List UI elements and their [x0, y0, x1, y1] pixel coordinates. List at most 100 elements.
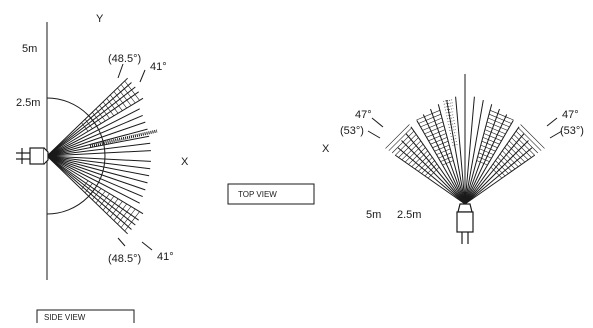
top-beam-hatch — [426, 129, 446, 138]
side-view-caption: SIDE VIEW — [44, 313, 86, 322]
side-beam-ray — [46, 155, 128, 235]
side-bottom-outer-leader — [117, 237, 126, 247]
side-beam-hatch — [95, 108, 106, 122]
top-beam-hatch — [414, 153, 431, 170]
top-beam-hatch — [495, 160, 509, 174]
top-beam-ray — [464, 104, 493, 205]
top-beam-ray — [464, 120, 514, 205]
top-range-far-label: 5m — [366, 209, 381, 221]
top-beam-hatch — [385, 124, 410, 149]
top-beam-hatch — [430, 137, 448, 145]
side-y-axis-label: Y — [96, 13, 104, 25]
side-beam-ray — [46, 155, 143, 198]
side-beam-ray — [46, 77, 128, 157]
top-beam-hatch — [487, 117, 510, 128]
top-angle-right-inner: 47° — [562, 109, 579, 121]
top-beam-ray — [464, 114, 508, 205]
top-beam-hatch — [485, 125, 506, 135]
side-beam-hatch — [110, 94, 123, 111]
side-beam-ray — [46, 155, 151, 162]
side-beam-hatch — [95, 190, 106, 204]
top-beam-hatch — [428, 133, 447, 142]
side-beam-hatch — [120, 84, 136, 104]
top-beam-dotted — [444, 108, 454, 111]
side-angle-bottom-inner: 41° — [157, 251, 174, 263]
top-beam-hatch — [424, 125, 445, 135]
side-beam-ray — [46, 155, 132, 230]
side-beam-hatch — [88, 115, 97, 127]
side-beam-ray — [46, 108, 140, 157]
top-beam-hatch — [508, 140, 529, 161]
top-beam-ray — [422, 114, 466, 205]
top-beam-hatch — [427, 166, 440, 179]
side-beam-hatch — [88, 185, 97, 197]
top-beam-ray — [446, 100, 466, 205]
top-beam-hatch — [497, 157, 512, 172]
top-angle-left-inner: 47° — [355, 109, 372, 121]
top-range-mid-label: 2.5m — [397, 209, 421, 221]
top-beam-hatch — [504, 147, 522, 165]
side-beam-ray — [46, 121, 146, 157]
side-beam-hatch — [106, 98, 119, 114]
top-beam-dotted — [443, 102, 453, 105]
top-beam-hatch — [484, 129, 504, 138]
side-beam-group — [46, 77, 158, 235]
top-beam-dotted — [451, 138, 458, 140]
side-beam-ray — [46, 114, 143, 157]
side-beam-hatch — [92, 112, 102, 124]
top-view-caption-box — [227, 183, 315, 205]
side-beam-hatch — [117, 206, 132, 225]
top-beam-hatch — [488, 113, 512, 124]
top-beam-hatch — [492, 163, 506, 177]
top-beam-dotted — [450, 135, 457, 137]
top-beam-hatch — [476, 160, 488, 166]
side-beam-ray — [46, 86, 136, 157]
side-angle-top-outer: (48.5°) — [108, 53, 141, 65]
top-angle-right-outer: (53°) — [560, 125, 584, 137]
top-beam-ray — [397, 147, 466, 205]
side-x-axis-label: X — [181, 156, 189, 168]
side-beam-hatch — [117, 87, 132, 106]
top-beam-hatch — [421, 160, 435, 174]
side-range-arc — [46, 97, 106, 215]
top-beam-ray — [464, 126, 520, 205]
top-beam-dotted — [449, 129, 456, 131]
side-beam-hatch — [124, 211, 140, 232]
side-beam-ray — [46, 150, 151, 157]
top-right-outer-leader — [549, 130, 563, 139]
side-beam-dotted-band — [89, 129, 158, 148]
top-beam-dotted — [447, 120, 455, 123]
top-beam-hatch — [434, 144, 450, 152]
side-beam-hatch — [102, 196, 115, 211]
side-beam-ray — [46, 155, 146, 191]
top-beam-dotted — [449, 132, 457, 134]
side-beam-ray — [46, 155, 150, 177]
top-beam-ray — [464, 147, 533, 205]
side-beam-ray — [46, 128, 148, 157]
top-beam-dotted — [448, 123, 456, 126]
top-beam-hatch — [499, 153, 516, 170]
top-beam-hatch — [511, 137, 532, 158]
side-beam-hatch — [106, 198, 119, 214]
top-beam-hatch — [515, 130, 539, 154]
top-beam-ray — [416, 120, 466, 205]
side-beam-ray — [46, 155, 144, 215]
top-beam-ray — [464, 133, 525, 205]
side-beam-hatch — [81, 122, 89, 132]
top-beam-hatch — [422, 121, 444, 131]
top-beam-hatch — [440, 156, 453, 162]
side-beam-hatch — [120, 208, 136, 228]
top-sensor-icon — [456, 203, 474, 244]
top-beam-hatch — [401, 140, 422, 161]
top-beam-ray — [410, 126, 466, 205]
top-beam-hatch — [395, 134, 417, 156]
top-beam-ray — [464, 96, 475, 205]
top-left-outer-leader — [367, 130, 381, 139]
top-beam-dotted — [448, 126, 456, 128]
top-beam-dotted — [444, 105, 453, 108]
side-beam-ray — [46, 82, 132, 157]
top-beam-hatch — [438, 152, 452, 159]
side-beam-ray — [46, 155, 136, 226]
side-beam-hatch — [99, 193, 110, 207]
